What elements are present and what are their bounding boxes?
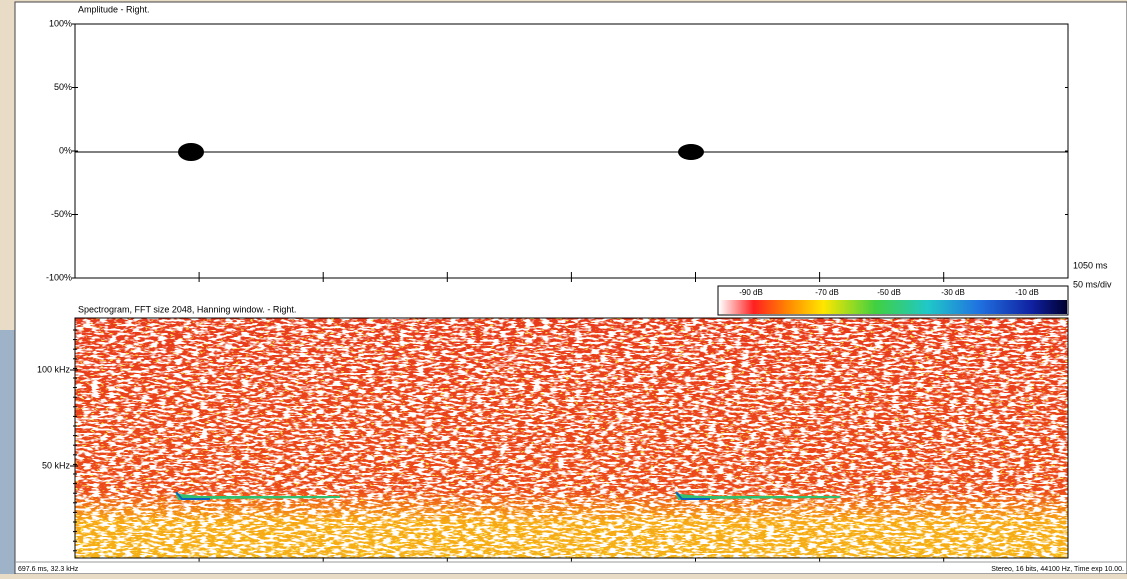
y-tick-label: 50% xyxy=(54,82,72,92)
y-tick-label: -50% xyxy=(51,209,72,219)
desktop-bg xyxy=(0,330,16,574)
amplitude-frame xyxy=(75,24,1068,278)
y-tick-label: 50 kHz xyxy=(42,460,71,470)
colorbar-label: -50 dB xyxy=(877,288,901,297)
waveform-burst xyxy=(178,143,204,161)
app-window: Amplitude - Right. 100% 50% 0% -50% -100% 10… xyxy=(0,0,1127,574)
spectrogram-title: Spectrogram, FFT size 2048, Hanning wind… xyxy=(78,304,296,314)
y-tick-label: 100 kHz xyxy=(37,364,71,374)
colorbar-label: -90 dB xyxy=(739,288,763,297)
colorbar-label: -70 dB xyxy=(815,288,839,297)
y-tick-label: -100% xyxy=(46,272,72,282)
colorbar-label: -30 dB xyxy=(941,288,965,297)
time-span: 1050 ms xyxy=(1073,260,1108,270)
y-tick-label: 0% xyxy=(59,145,72,155)
status-left: 697.6 ms, 32.3 kHz xyxy=(18,566,79,573)
spectrogram-noise xyxy=(75,318,1068,558)
status-right: Stereo, 16 bits, 44100 Hz, Time exp 10.0… xyxy=(991,566,1124,573)
y-tick-label: 100% xyxy=(49,18,72,28)
colorbar-gradient xyxy=(719,300,1067,314)
waveform-burst xyxy=(678,144,704,160)
time-scale: 50 ms/div xyxy=(1073,279,1112,289)
page: Amplitude - Right. 100% 50% 0% -50% -100% 10… xyxy=(0,0,1127,574)
colorbar-label: -10 dB xyxy=(1015,288,1039,297)
amplitude-title: Amplitude - Right. xyxy=(78,4,150,14)
